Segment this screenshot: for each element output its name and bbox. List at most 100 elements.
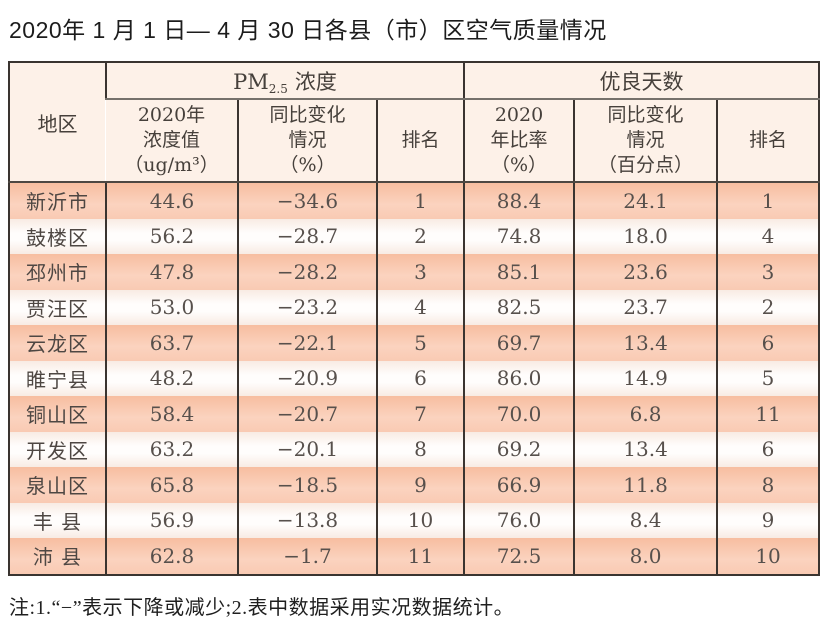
cell-good-change: 13.4 (573, 431, 718, 467)
cell-good-change: 6.8 (573, 396, 718, 432)
cell-good-ratio: 69.7 (463, 325, 575, 361)
cell-good-ratio: 86.0 (463, 360, 575, 396)
cell-pm-value: 56.2 (105, 218, 238, 254)
table-header: 地区 PM2.5 浓度 优良天数 2020年 浓度值 （ug/m³） 同比变化 情… (9, 62, 820, 183)
cell-pm-value: 62.8 (105, 538, 238, 575)
cell-pm-change: −34.6 (237, 182, 377, 219)
pm25-label: PM (233, 69, 269, 94)
cell-good-change: 13.4 (573, 325, 718, 361)
cell-good-rank: 8 (716, 467, 820, 503)
sub-header-row: 2020年 浓度值 （ug/m³） 同比变化 情况 （%） 排名 2020 年比… (9, 99, 820, 183)
cell-good-ratio: 74.8 (463, 218, 575, 254)
cell-pm-rank: 6 (375, 360, 465, 396)
cell-region: 丰 县 (9, 502, 106, 538)
cell-pm-rank: 7 (375, 396, 465, 432)
cell-good-ratio: 85.1 (463, 254, 575, 290)
cell-good-rank: 9 (716, 502, 820, 538)
cell-good-rank: 6 (716, 325, 820, 361)
cell-region: 铜山区 (9, 396, 106, 432)
table-row: 铜山区 58.4 −20.7 7 70.0 6.8 11 (9, 396, 820, 432)
cell-pm-change: −20.9 (237, 360, 377, 396)
cell-pm-rank: 1 (375, 182, 465, 219)
cell-good-change: 14.9 (573, 360, 718, 396)
cell-pm-value: 65.8 (105, 467, 238, 503)
cell-region: 沛 县 (9, 538, 106, 575)
table-row: 开发区 63.2 −20.1 8 69.2 13.4 6 (9, 431, 820, 467)
cell-pm-change: −23.2 (237, 289, 377, 325)
cell-pm-rank: 9 (375, 467, 465, 503)
cell-good-rank: 4 (716, 218, 820, 254)
cell-pm-rank: 5 (375, 325, 465, 361)
cell-pm-rank: 2 (375, 218, 465, 254)
cell-pm-change: −20.1 (237, 431, 377, 467)
cell-good-rank: 5 (716, 360, 820, 396)
cell-region: 泉山区 (9, 467, 106, 503)
cell-region: 云龙区 (9, 325, 106, 361)
cell-pm-rank: 10 (375, 502, 465, 538)
cell-good-ratio: 82.5 (463, 289, 575, 325)
cell-good-change: 23.7 (573, 289, 718, 325)
cell-good-rank: 3 (716, 254, 820, 290)
cell-pm-change: −18.5 (237, 467, 377, 503)
table-row: 沛 县 62.8 −1.7 11 72.5 8.0 10 (9, 538, 820, 575)
cell-region: 鼓楼区 (9, 218, 106, 254)
column-header-region: 地区 (9, 62, 106, 183)
cell-region: 邳州市 (9, 254, 106, 290)
cell-good-ratio: 69.2 (463, 431, 575, 467)
pm25-suffix: 浓度 (294, 69, 337, 94)
cell-good-change: 11.8 (573, 467, 718, 503)
table-row: 丰 县 56.9 −13.8 10 76.0 8.4 9 (9, 502, 820, 538)
column-header-good-ratio: 2020 年比率 （%） (463, 99, 575, 183)
cell-good-change: 8.0 (573, 538, 718, 575)
table-row: 泉山区 65.8 −18.5 9 66.9 11.8 8 (9, 467, 820, 503)
cell-good-change: 18.0 (573, 218, 718, 254)
cell-region: 开发区 (9, 431, 106, 467)
air-quality-table: 地区 PM2.5 浓度 优良天数 2020年 浓度值 （ug/m³） 同比变化 情… (8, 61, 821, 576)
cell-pm-value: 63.7 (105, 325, 238, 361)
table-row: 鼓楼区 56.2 −28.7 2 74.8 18.0 4 (9, 218, 820, 254)
cell-pm-rank: 3 (375, 254, 465, 290)
cell-good-ratio: 70.0 (463, 396, 575, 432)
column-group-good-days: 优良天数 (463, 62, 820, 100)
table-row: 睢宁县 48.2 −20.9 6 86.0 14.9 5 (9, 360, 820, 396)
cell-good-rank: 1 (716, 182, 820, 219)
column-header-pm-change: 同比变化 情况 （%） (237, 99, 377, 183)
cell-pm-change: −22.1 (237, 325, 377, 361)
pm25-subscript: 2.5 (268, 81, 288, 96)
cell-good-ratio: 76.0 (463, 502, 575, 538)
column-header-pm-value: 2020年 浓度值 （ug/m³） (106, 99, 238, 183)
cell-region: 新沂市 (9, 182, 106, 219)
table-body: 新沂市 44.6 −34.6 1 88.4 24.1 1 鼓楼区 56.2 −2… (9, 182, 820, 575)
cell-pm-change: −1.7 (237, 538, 377, 575)
table-row: 新沂市 44.6 −34.6 1 88.4 24.1 1 (9, 182, 820, 219)
cell-pm-change: −28.2 (237, 254, 377, 290)
column-header-good-rank: 排名 (716, 99, 820, 183)
cell-pm-value: 56.9 (105, 502, 238, 538)
cell-good-ratio: 88.4 (463, 182, 575, 219)
table-row: 云龙区 63.7 −22.1 5 69.7 13.4 6 (9, 325, 820, 361)
cell-good-change: 8.4 (573, 502, 718, 538)
cell-pm-change: −20.7 (237, 396, 377, 432)
page-title: 2020年 1 月 1 日— 4 月 30 日各县（市）区空气质量情况 (9, 17, 607, 43)
cell-good-change: 24.1 (573, 182, 718, 219)
column-header-good-change: 同比变化 情况 （百分点） (573, 99, 718, 183)
cell-good-rank: 11 (716, 396, 820, 432)
cell-region: 贾汪区 (9, 289, 106, 325)
cell-pm-value: 58.4 (105, 396, 238, 432)
cell-good-ratio: 66.9 (463, 467, 575, 503)
cell-pm-value: 47.8 (105, 254, 238, 290)
cell-pm-value: 48.2 (105, 360, 238, 396)
cell-pm-rank: 4 (375, 289, 465, 325)
cell-pm-value: 44.6 (105, 182, 238, 219)
cell-good-change: 23.6 (573, 254, 718, 290)
cell-pm-value: 53.0 (105, 289, 238, 325)
table-row: 贾汪区 53.0 −23.2 4 82.5 23.7 2 (9, 289, 820, 325)
cell-good-rank: 2 (716, 289, 820, 325)
table-row: 邳州市 47.8 −28.2 3 85.1 23.6 3 (9, 254, 820, 290)
cell-good-rank: 6 (716, 431, 820, 467)
cell-good-rank: 10 (716, 538, 820, 575)
column-header-pm-rank: 排名 (375, 99, 465, 183)
cell-pm-rank: 8 (375, 431, 465, 467)
cell-pm-rank: 11 (375, 538, 465, 575)
